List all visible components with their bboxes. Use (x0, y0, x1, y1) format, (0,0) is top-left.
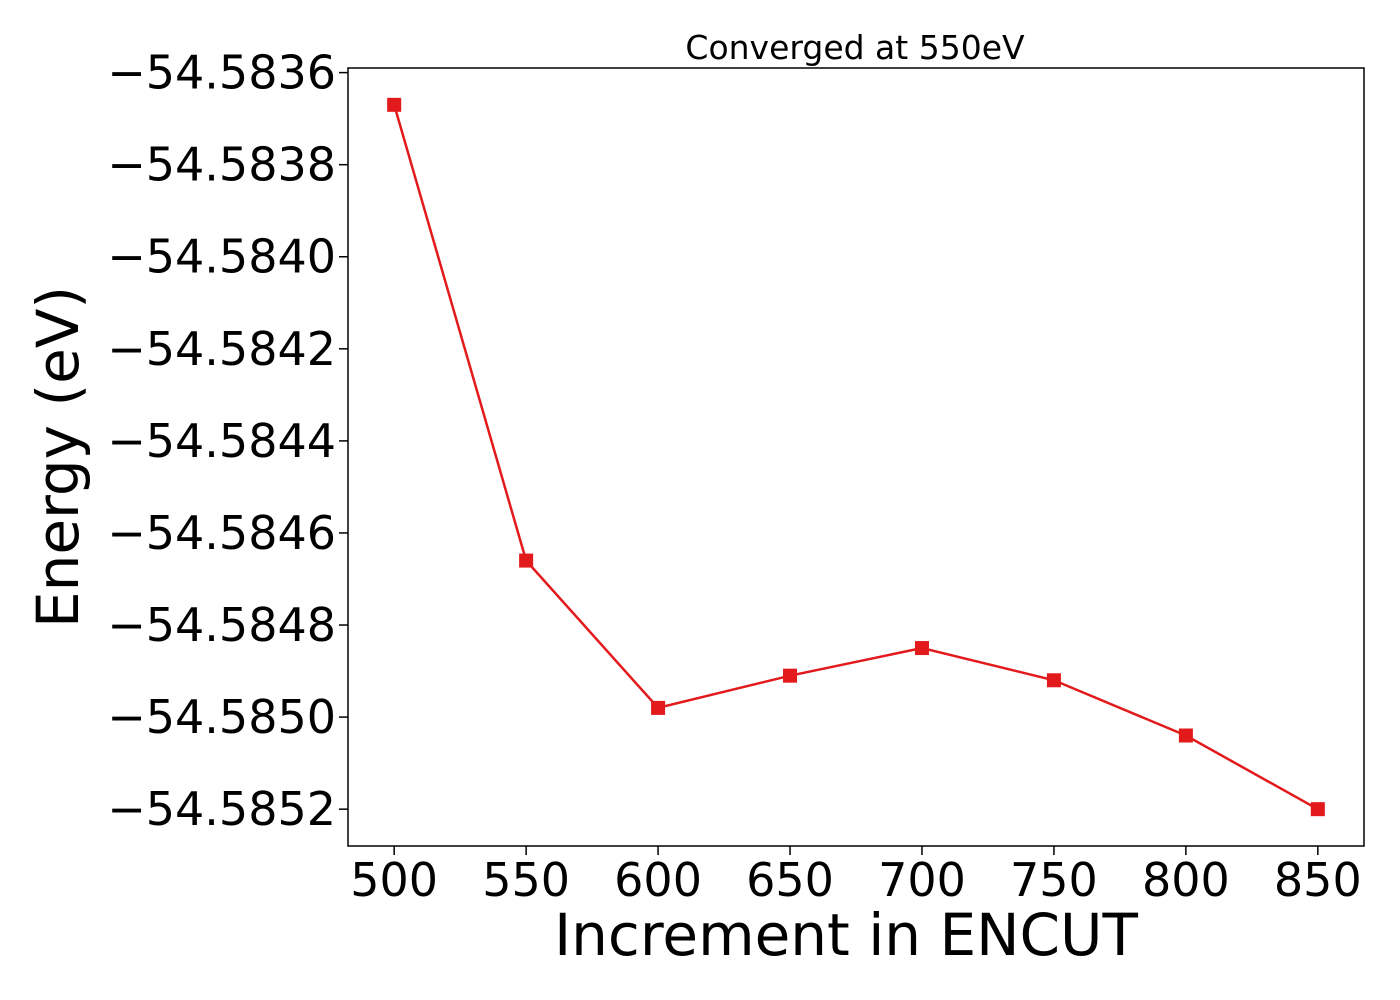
data-point (1178, 728, 1193, 743)
x-tick-label: 550 (482, 853, 570, 907)
data-point (651, 700, 666, 715)
y-tick-label: −54.5850 (107, 690, 336, 744)
x-tick-label: 600 (614, 853, 702, 907)
x-axis-label: Increment in ENCUT (554, 901, 1138, 969)
data-point (914, 641, 929, 656)
x-tick-label: 500 (350, 853, 438, 907)
x-tick-label: 700 (878, 853, 966, 907)
x-tick-label: 850 (1274, 853, 1362, 907)
y-axis-label: Energy (eV) (24, 286, 92, 628)
series-line (392, 104, 1319, 811)
x-axis-ticks: 500 550 600 650 700 750 800 850 (350, 846, 1362, 907)
chart-title: Converged at 550eV (685, 28, 1025, 67)
data-point (1310, 802, 1325, 817)
series-layer (387, 97, 1325, 817)
x-tick-label: 800 (1142, 853, 1230, 907)
y-tick-label: −54.5848 (107, 598, 336, 652)
y-tick-label: −54.5838 (107, 138, 336, 192)
y-tick-label: −54.5844 (107, 414, 336, 468)
data-point (387, 97, 402, 112)
y-tick-label: −54.5840 (107, 230, 336, 284)
y-axis-ticks: −54.5836 −54.5838 −54.5840 −54.5842 −54.5844… (107, 46, 348, 836)
data-point (519, 553, 534, 568)
x-tick-label: 650 (746, 853, 834, 907)
data-point (783, 668, 798, 683)
data-point (1046, 673, 1061, 688)
y-tick-label: −54.5846 (107, 506, 336, 560)
y-tick-label: −54.5842 (107, 322, 336, 376)
y-tick-label: −54.5836 (107, 46, 336, 100)
plot-frame (347, 67, 1365, 847)
x-tick-label: 750 (1010, 853, 1098, 907)
y-tick-label: −54.5852 (107, 782, 336, 836)
